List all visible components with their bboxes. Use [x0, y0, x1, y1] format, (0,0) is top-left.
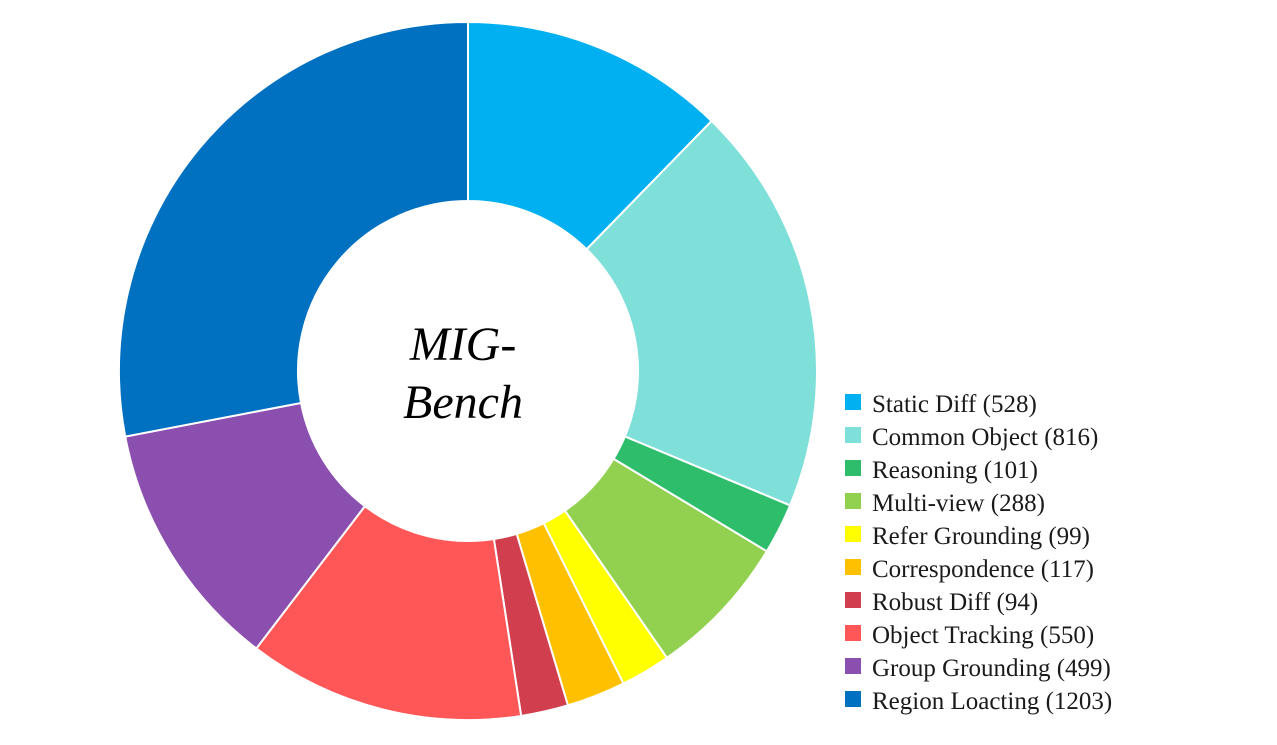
center-label-line-2: Bench: [403, 376, 523, 429]
legend-swatch-6: [845, 592, 861, 608]
legend-swatch-4: [845, 526, 861, 542]
legend: Static Diff (528) Common Object (816) Reas…: [845, 391, 1112, 715]
legend-label-8: Group Grounding (499): [872, 655, 1111, 682]
legend-swatch-3: [845, 493, 861, 509]
legend-label-4: Refer Grounding (99): [872, 523, 1090, 550]
legend-label-3: Multi-view (288): [872, 490, 1045, 517]
legend-swatch-9: [845, 691, 861, 707]
legend-label-5: Correspondence (117): [872, 556, 1094, 583]
slice-0: [467, 20, 713, 251]
legend-label-1: Common Object (816): [872, 424, 1098, 451]
legend-swatch-0: [845, 394, 861, 410]
legend-swatch-7: [845, 625, 861, 641]
slice-9: [118, 20, 469, 438]
legend-label-9: Region Loacting (1203): [872, 688, 1112, 715]
slice-1: [585, 119, 818, 507]
legend-swatch-2: [845, 460, 861, 476]
legend-label-0: Static Diff (528): [872, 391, 1037, 418]
legend-label-7: Object Tracking (550): [872, 622, 1094, 649]
donut-slices: [118, 20, 818, 721]
slice-8: [124, 401, 367, 650]
center-label-line-1: MIG-: [409, 318, 517, 371]
slice-7: [254, 504, 523, 721]
legend-swatch-5: [845, 559, 861, 575]
legend-label-2: Reasoning (101): [872, 457, 1038, 484]
legend-label-6: Robust Diff (94): [872, 589, 1038, 616]
legend-swatch-1: [845, 427, 861, 443]
legend-swatch-8: [845, 658, 861, 674]
